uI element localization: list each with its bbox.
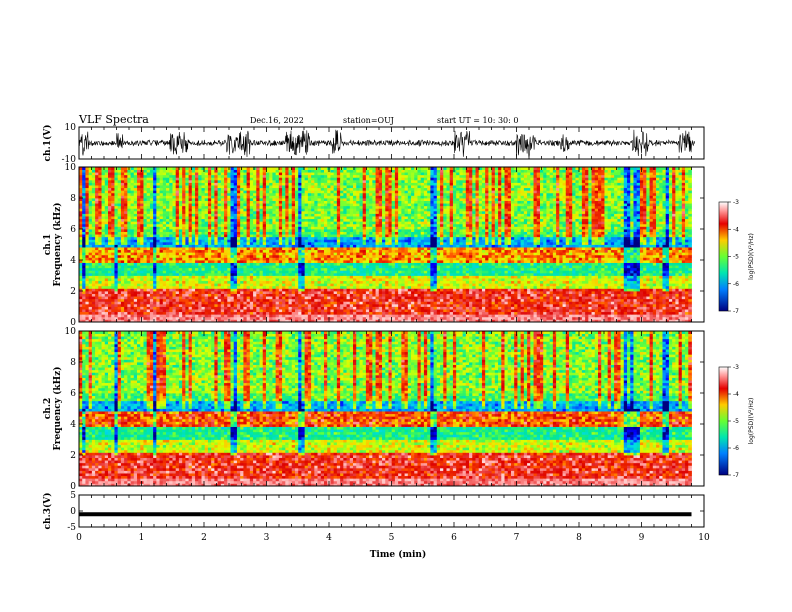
y-tick-label: 0	[70, 318, 76, 328]
colorbar-gradient	[718, 366, 729, 476]
y-tick-label: 6	[70, 389, 76, 399]
y-tick-label: 6	[70, 225, 76, 235]
y-tick-label: 2	[70, 287, 76, 297]
y-tick-label: -10	[62, 155, 77, 165]
y-tick-label: 8	[70, 358, 76, 368]
x-tick-label: 4	[326, 533, 332, 543]
y-axis-label: ch.3(V)	[42, 493, 53, 530]
x-tick-label: 5	[389, 533, 395, 543]
ch1-waveform-line	[78, 129, 695, 158]
colorbar-tick-label: -3	[733, 364, 739, 371]
x-tick-label: 9	[639, 533, 645, 543]
ch1-waveform-panel: 10 -10 ch.1(V)	[42, 123, 705, 165]
colorbar-gradient	[718, 201, 729, 312]
colorbar-tick-label: -3	[733, 199, 739, 206]
colorbar-tick-label: -6	[733, 445, 739, 452]
figure-title: VLF Spectra	[78, 113, 149, 126]
spectrogram-cells	[79, 331, 692, 487]
x-tick-label: 3	[264, 533, 270, 543]
y-tick-label: 8	[70, 194, 76, 204]
ch1-colorbar: -3 -4 -5 -6 -7 log(PSD)(V²/Hz)	[718, 199, 755, 315]
spectrogram-cells	[79, 167, 692, 323]
x-tick-label: 2	[201, 533, 207, 543]
x-tick-label: 7	[514, 533, 520, 543]
ch2-spectrogram-panel: 0 2 4 6 8 10 ch.2Frequency (kHz)	[43, 327, 705, 492]
start-time-label: start UT = 10: 30: 0	[437, 116, 518, 125]
colorbar-tick-label: -7	[733, 472, 739, 479]
ch2-colorbar: -3 -4 -5 -6 -7 log(PSD)(V²/Hz)	[718, 364, 755, 479]
colorbar-tick-label: -7	[733, 308, 739, 315]
date-label: Dec.16, 2022	[250, 116, 304, 125]
x-tick-label: 1	[139, 533, 145, 543]
y-tick-label: -5	[67, 523, 76, 533]
x-tick-label: 6	[451, 533, 457, 543]
y-axis-label: ch.1Frequency (kHz)	[43, 202, 63, 286]
y-tick-label: 4	[70, 420, 76, 430]
ch3-waveform-panel: 50-5ch.3(V)0 1 2 3 4 5 6 7 8 9 10	[42, 491, 710, 543]
x-tick-label: 10	[698, 533, 710, 543]
station-label: station=OUJ	[343, 116, 394, 125]
y-tick-label: 0	[70, 507, 76, 517]
colorbar-tick-label: -4	[733, 226, 739, 233]
x-tick-label: 0	[76, 533, 82, 543]
colorbar-tick-label: -6	[733, 281, 739, 288]
x-axis-label: Time (min)	[370, 549, 427, 560]
x-tick-label: 8	[576, 533, 582, 543]
y-tick-label: 0	[70, 482, 76, 492]
colorbar-label: log(PSD)(V²/Hz)	[748, 398, 755, 445]
y-tick-label: 4	[70, 256, 76, 266]
colorbar-tick-label: -4	[733, 391, 739, 398]
y-tick-label: 5	[70, 491, 76, 501]
y-axis-label: ch.1(V)	[42, 125, 53, 162]
y-tick-label: 2	[70, 451, 76, 461]
colorbar-tick-label: -5	[733, 254, 739, 261]
y-tick-label: 10	[65, 163, 77, 173]
colorbar-label: log(PSD)(V²/Hz)	[748, 233, 755, 280]
ch1-spectrogram-panel: 0 2 4 6 8 10 ch.1Frequency (kHz)	[43, 163, 705, 328]
y-axis-label: ch.2Frequency (kHz)	[43, 366, 63, 450]
y-tick-label: 10	[65, 123, 77, 133]
colorbar-tick-label: -5	[733, 418, 739, 425]
y-tick-label: 10	[65, 327, 77, 337]
